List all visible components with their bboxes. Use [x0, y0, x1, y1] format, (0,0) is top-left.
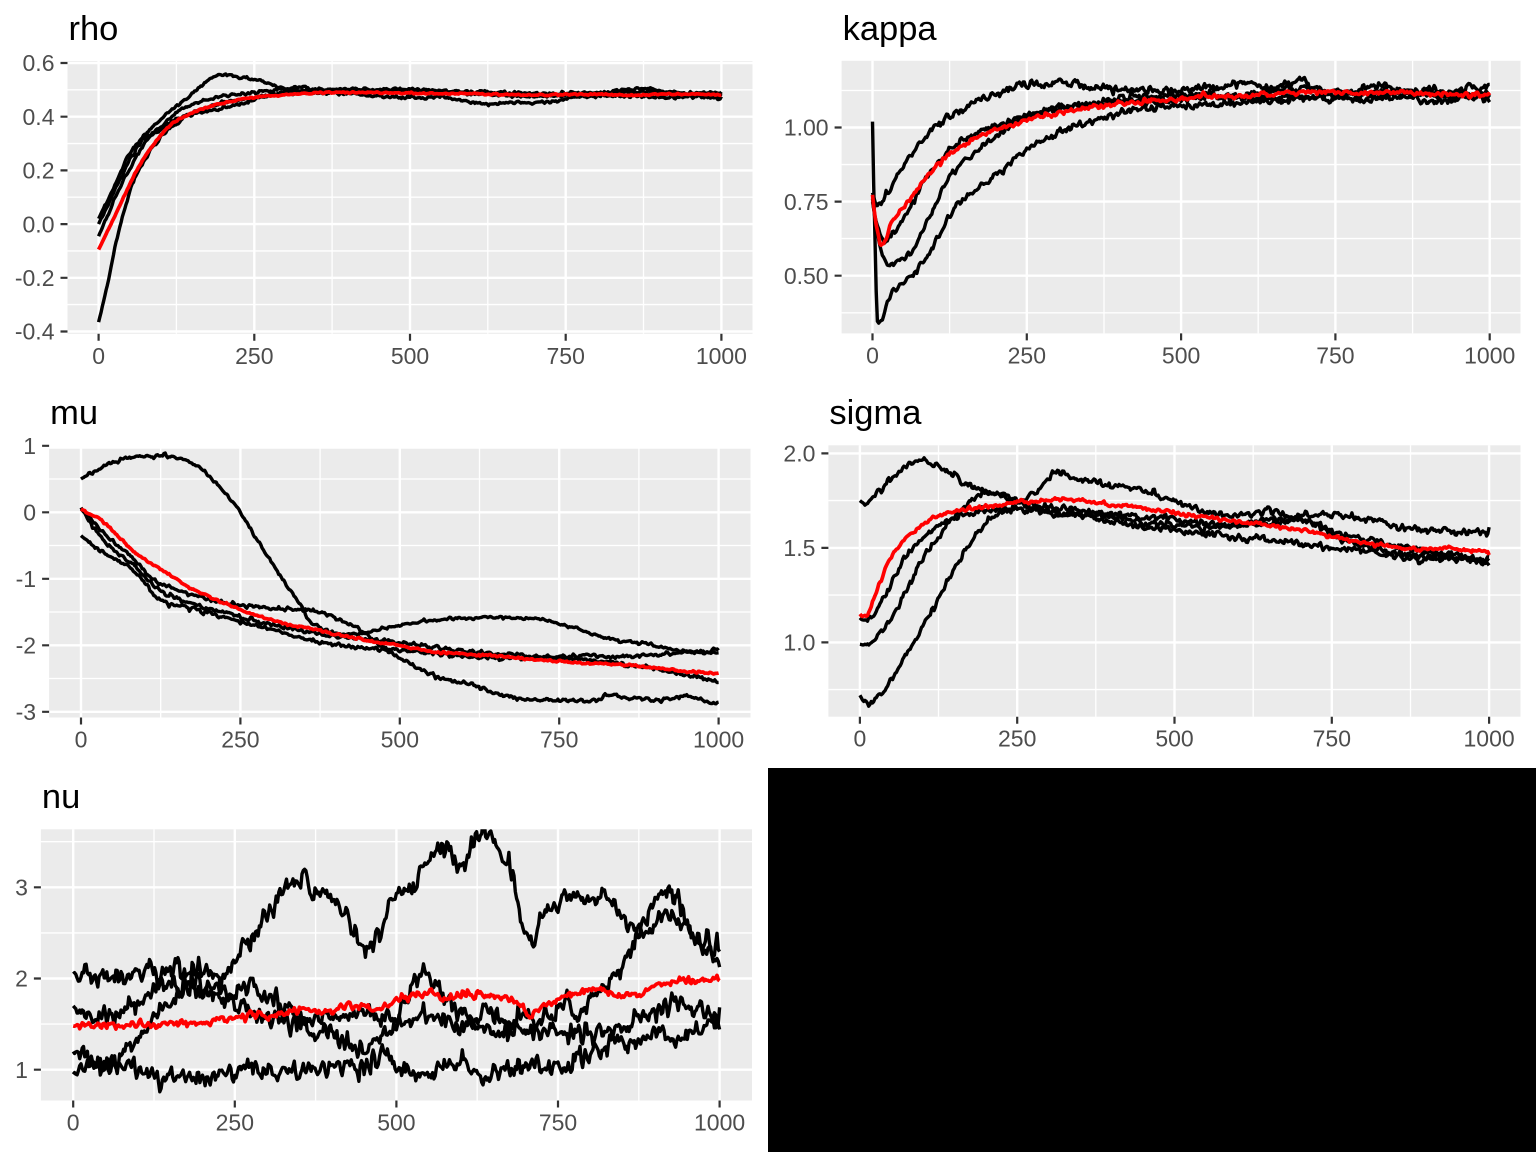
svg-text:250: 250 — [1008, 342, 1046, 368]
svg-text:750: 750 — [547, 343, 585, 369]
svg-text:0.0: 0.0 — [23, 211, 55, 237]
svg-text:0.50: 0.50 — [784, 263, 829, 289]
svg-text:0: 0 — [23, 500, 36, 526]
svg-text:-0.4: -0.4 — [15, 319, 55, 345]
svg-text:3: 3 — [15, 875, 28, 901]
svg-text:1.0: 1.0 — [783, 630, 815, 656]
svg-text:0: 0 — [67, 1110, 80, 1136]
svg-text:500: 500 — [381, 727, 419, 753]
svg-text:2.0: 2.0 — [783, 441, 815, 467]
svg-text:0: 0 — [92, 343, 105, 369]
svg-text:mu: mu — [50, 394, 98, 432]
svg-text:750: 750 — [540, 727, 578, 753]
svg-text:750: 750 — [1313, 726, 1351, 752]
svg-text:0: 0 — [75, 727, 88, 753]
svg-text:250: 250 — [235, 343, 273, 369]
svg-text:0.4: 0.4 — [23, 104, 55, 130]
svg-text:1000: 1000 — [1464, 342, 1515, 368]
svg-text:0.2: 0.2 — [23, 158, 55, 184]
svg-text:750: 750 — [1316, 342, 1354, 368]
svg-text:0.6: 0.6 — [23, 50, 55, 76]
svg-text:750: 750 — [539, 1110, 577, 1136]
svg-text:1: 1 — [15, 1057, 28, 1083]
svg-text:250: 250 — [216, 1110, 254, 1136]
svg-text:1.00: 1.00 — [784, 115, 829, 141]
svg-text:500: 500 — [391, 343, 429, 369]
svg-text:1000: 1000 — [696, 343, 747, 369]
svg-text:sigma: sigma — [829, 394, 922, 432]
svg-text:0: 0 — [854, 726, 867, 752]
svg-text:0: 0 — [866, 342, 879, 368]
svg-text:250: 250 — [998, 726, 1036, 752]
svg-text:250: 250 — [221, 727, 259, 753]
svg-text:-3: -3 — [16, 699, 36, 725]
svg-text:2: 2 — [15, 966, 28, 992]
svg-text:-0.2: -0.2 — [15, 265, 55, 291]
svg-text:1000: 1000 — [694, 1110, 745, 1136]
svg-text:nu: nu — [42, 778, 80, 816]
svg-text:rho: rho — [69, 10, 119, 48]
svg-text:500: 500 — [1155, 726, 1193, 752]
svg-text:1000: 1000 — [1464, 726, 1515, 752]
svg-text:1.5: 1.5 — [783, 535, 815, 561]
svg-text:-1: -1 — [16, 566, 36, 592]
svg-text:kappa: kappa — [843, 10, 938, 48]
svg-text:0.75: 0.75 — [784, 189, 829, 215]
svg-text:1000: 1000 — [693, 727, 744, 753]
svg-text:-2: -2 — [16, 633, 36, 659]
svg-text:1: 1 — [23, 433, 36, 459]
svg-text:500: 500 — [1162, 342, 1200, 368]
svg-text:500: 500 — [377, 1110, 415, 1136]
